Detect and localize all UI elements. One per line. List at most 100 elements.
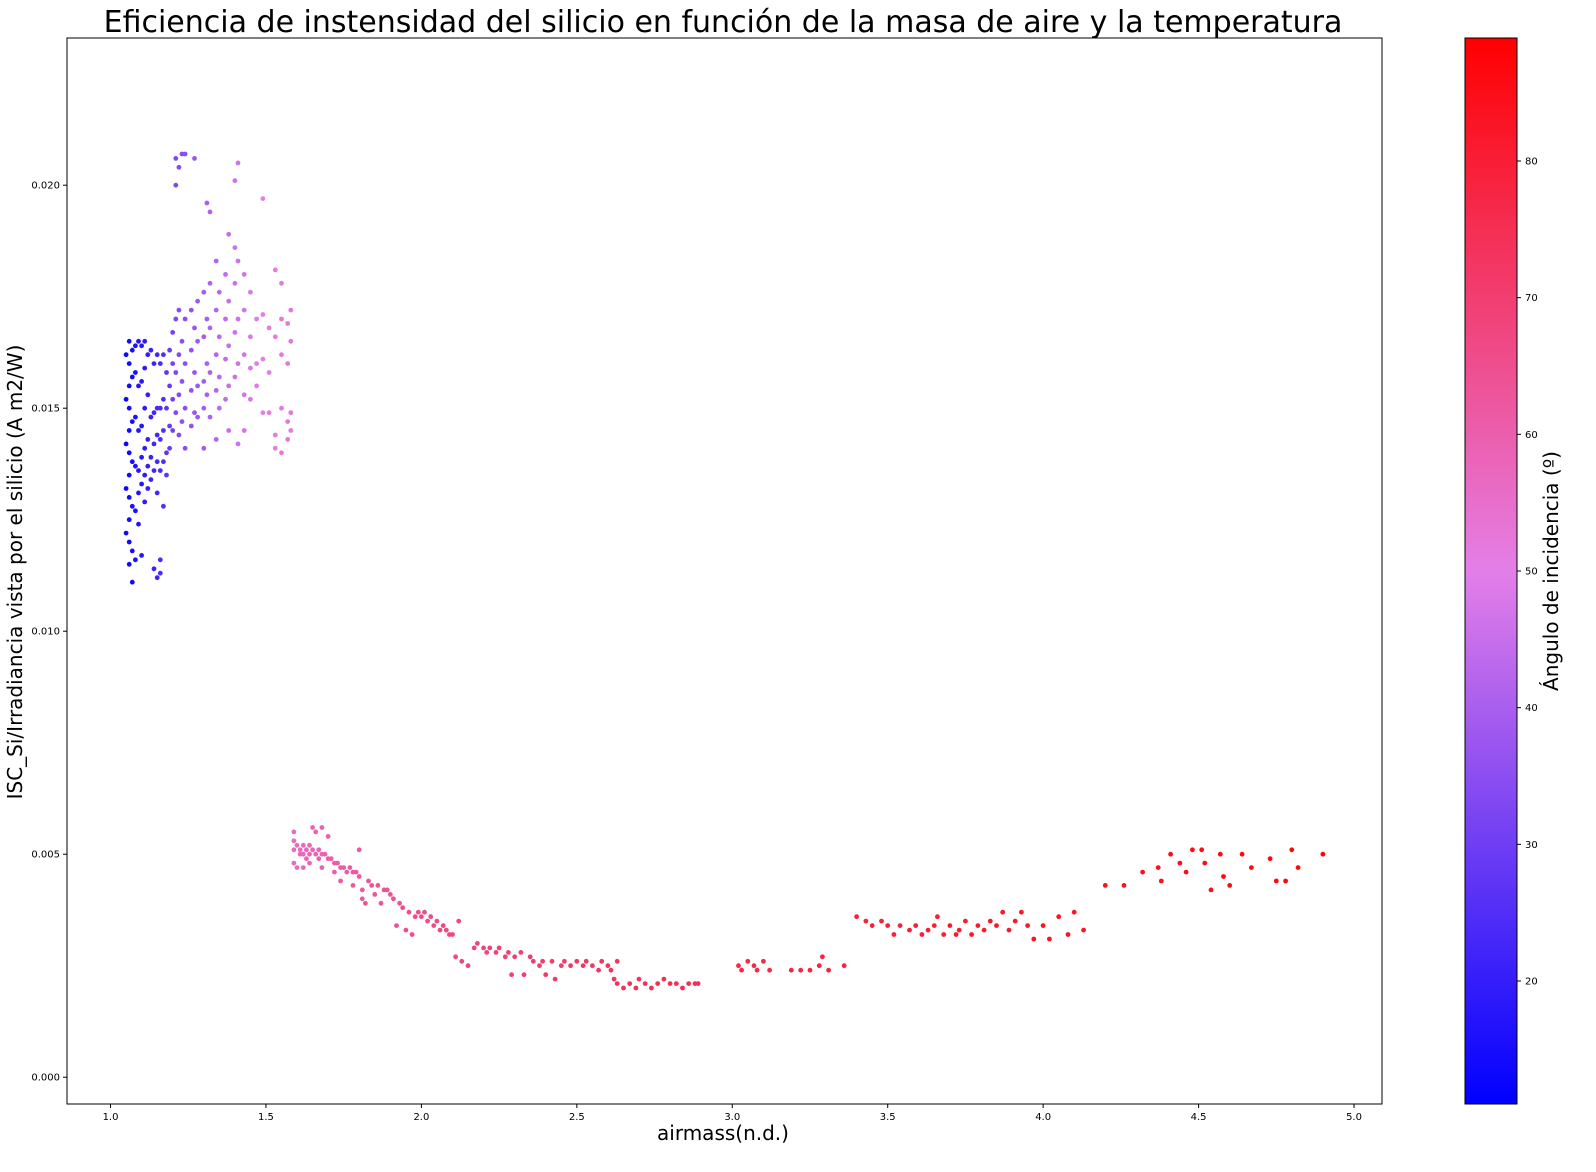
data-point bbox=[254, 316, 259, 322]
data-point bbox=[139, 553, 145, 558]
data-point bbox=[260, 312, 266, 317]
data-point bbox=[537, 963, 542, 969]
data-point bbox=[300, 865, 306, 870]
data-point bbox=[695, 981, 701, 986]
data-point bbox=[291, 838, 297, 844]
data-point bbox=[502, 954, 508, 960]
data-point bbox=[350, 883, 356, 888]
x-tick-label: 4.0 bbox=[1035, 1112, 1051, 1123]
data-point bbox=[167, 383, 173, 389]
data-point bbox=[633, 985, 639, 991]
data-point bbox=[754, 967, 760, 973]
data-point bbox=[145, 352, 151, 358]
data-point bbox=[279, 405, 284, 411]
data-point bbox=[129, 459, 135, 465]
data-point bbox=[353, 869, 359, 875]
data-point bbox=[192, 156, 197, 161]
data-point bbox=[148, 414, 154, 420]
data-point bbox=[288, 338, 294, 344]
data-point bbox=[188, 423, 194, 429]
data-point bbox=[956, 927, 962, 933]
data-point bbox=[126, 472, 132, 478]
data-point bbox=[1208, 887, 1214, 893]
data-point bbox=[549, 958, 555, 964]
data-point bbox=[1031, 936, 1037, 942]
data-point bbox=[151, 468, 157, 473]
data-point bbox=[1273, 878, 1279, 884]
data-point bbox=[1071, 909, 1077, 915]
data-point bbox=[1190, 847, 1195, 853]
data-point bbox=[123, 396, 129, 402]
data-point bbox=[182, 405, 188, 411]
y-axis: 0.000 0.005 0.010 0.015 0.020 bbox=[31, 181, 67, 1084]
data-point bbox=[195, 414, 201, 420]
data-point bbox=[260, 196, 266, 202]
data-point bbox=[558, 963, 564, 969]
data-point bbox=[235, 258, 241, 264]
data-point bbox=[232, 178, 238, 184]
data-point bbox=[173, 156, 179, 161]
data-point bbox=[226, 428, 232, 433]
data-point bbox=[232, 330, 238, 335]
data-point bbox=[761, 958, 766, 964]
data-point bbox=[161, 503, 166, 509]
data-point bbox=[142, 338, 148, 344]
data-point bbox=[254, 361, 259, 366]
data-point bbox=[129, 503, 135, 509]
data-point bbox=[204, 200, 210, 206]
data-point bbox=[192, 410, 197, 416]
data-point bbox=[279, 450, 284, 456]
data-point bbox=[680, 985, 685, 991]
data-point bbox=[126, 361, 132, 366]
data-point bbox=[123, 441, 129, 447]
data-point bbox=[235, 441, 241, 447]
data-point bbox=[136, 338, 141, 344]
data-point bbox=[434, 918, 440, 924]
x-tick-label: 4.5 bbox=[1191, 1112, 1207, 1123]
data-point bbox=[1000, 909, 1006, 915]
data-point bbox=[139, 379, 145, 384]
data-point bbox=[344, 869, 350, 875]
x-tick-label: 1.5 bbox=[258, 1112, 274, 1123]
data-point bbox=[272, 432, 278, 438]
data-point bbox=[1249, 865, 1254, 870]
data-point bbox=[291, 847, 297, 853]
data-point bbox=[213, 388, 219, 393]
data-point bbox=[947, 923, 953, 928]
data-point bbox=[226, 298, 232, 304]
data-point bbox=[223, 396, 228, 402]
data-point bbox=[459, 958, 465, 964]
data-point bbox=[213, 352, 219, 358]
data-point bbox=[1217, 851, 1223, 857]
data-point bbox=[649, 985, 654, 991]
data-point bbox=[807, 967, 813, 973]
data-point bbox=[506, 950, 511, 955]
data-point bbox=[154, 490, 160, 496]
data-point bbox=[322, 851, 328, 857]
data-point bbox=[123, 486, 129, 491]
data-point bbox=[599, 958, 605, 964]
x-axis-label: airmass(n.d.) bbox=[657, 1121, 789, 1145]
data-point bbox=[279, 352, 284, 358]
data-point bbox=[475, 941, 480, 946]
data-point bbox=[1295, 865, 1301, 870]
data-point bbox=[154, 459, 160, 465]
chart-title: Eficiencia de instensidad del silicio en… bbox=[104, 5, 1343, 40]
data-point bbox=[204, 361, 210, 366]
data-point bbox=[540, 958, 545, 964]
data-point bbox=[164, 450, 169, 456]
data-point bbox=[188, 307, 194, 313]
colorbar-tick-label: 80 bbox=[1525, 157, 1538, 168]
data-point bbox=[375, 883, 381, 888]
data-point bbox=[142, 472, 148, 478]
data-point bbox=[863, 918, 869, 924]
data-point bbox=[223, 272, 228, 277]
data-point bbox=[307, 851, 312, 857]
data-point bbox=[241, 307, 247, 313]
data-point bbox=[232, 374, 238, 380]
data-point bbox=[195, 338, 201, 344]
data-point bbox=[223, 316, 228, 322]
data-point bbox=[356, 874, 362, 879]
data-point bbox=[241, 352, 247, 358]
